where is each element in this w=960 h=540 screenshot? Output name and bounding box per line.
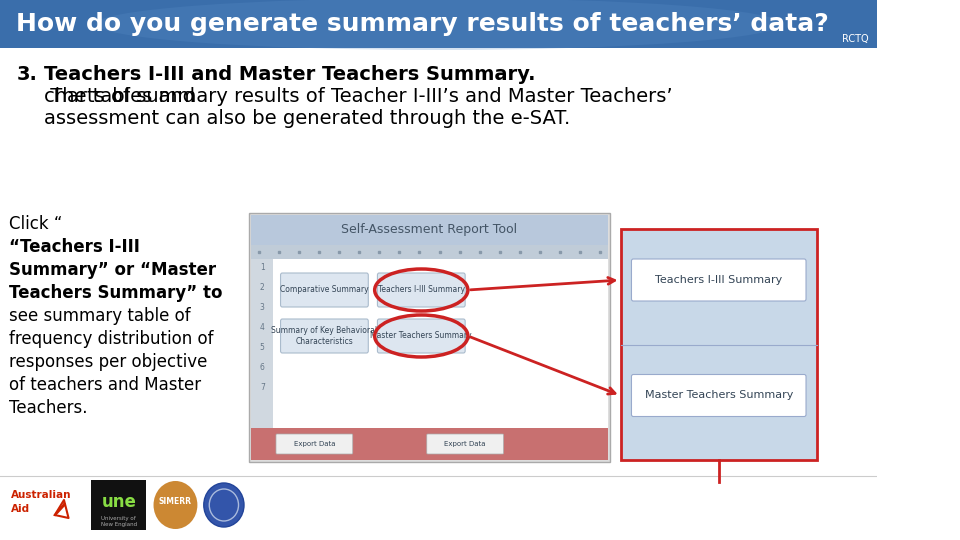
Text: 3.: 3. xyxy=(16,65,37,84)
FancyArrowPatch shape xyxy=(57,504,64,513)
Text: 4: 4 xyxy=(260,322,265,332)
Text: Teachers I-III Summary: Teachers I-III Summary xyxy=(378,286,465,294)
FancyBboxPatch shape xyxy=(276,434,352,454)
FancyArrowPatch shape xyxy=(470,278,614,290)
Text: frequency distribution of: frequency distribution of xyxy=(10,330,214,348)
Circle shape xyxy=(154,481,198,529)
FancyBboxPatch shape xyxy=(620,229,817,460)
FancyBboxPatch shape xyxy=(91,480,146,530)
Text: “Teachers I-III: “Teachers I-III xyxy=(10,238,140,256)
Text: responses per objective: responses per objective xyxy=(10,353,207,371)
Text: 7: 7 xyxy=(260,382,265,392)
Text: une: une xyxy=(102,493,136,511)
Text: 6: 6 xyxy=(260,362,265,372)
FancyBboxPatch shape xyxy=(252,428,608,460)
Text: of teachers and Master: of teachers and Master xyxy=(10,376,202,394)
Text: 2: 2 xyxy=(260,282,265,292)
Text: Aid: Aid xyxy=(11,504,30,514)
FancyBboxPatch shape xyxy=(377,319,466,353)
Text: 5: 5 xyxy=(260,342,265,352)
FancyBboxPatch shape xyxy=(252,259,274,428)
Text: 1: 1 xyxy=(260,262,265,272)
Text: Teachers.: Teachers. xyxy=(10,399,87,417)
Text: Self-Assessment Report Tool: Self-Assessment Report Tool xyxy=(342,224,517,237)
Text: charts of summary results of Teacher I-III’s and Master Teachers’: charts of summary results of Teacher I-I… xyxy=(44,87,673,106)
FancyArrowPatch shape xyxy=(470,337,615,394)
Text: see summary table of: see summary table of xyxy=(10,307,191,325)
FancyBboxPatch shape xyxy=(0,0,877,48)
FancyBboxPatch shape xyxy=(427,434,504,454)
Circle shape xyxy=(204,483,244,527)
Text: Teachers I-III Summary: Teachers I-III Summary xyxy=(655,275,782,285)
FancyBboxPatch shape xyxy=(0,48,877,540)
Ellipse shape xyxy=(96,0,781,50)
Text: University of: University of xyxy=(102,516,136,521)
Text: Master Teachers Summary: Master Teachers Summary xyxy=(371,332,472,341)
FancyBboxPatch shape xyxy=(252,245,608,259)
FancyBboxPatch shape xyxy=(632,259,806,301)
Text: The tables and: The tables and xyxy=(44,87,195,106)
Text: Summary of Key Behavioral
Characteristics: Summary of Key Behavioral Characteristic… xyxy=(272,326,377,346)
FancyBboxPatch shape xyxy=(632,375,806,416)
Text: Teachers I-III and Master Teachers Summary.: Teachers I-III and Master Teachers Summa… xyxy=(44,65,536,84)
Text: 3: 3 xyxy=(260,302,265,312)
FancyBboxPatch shape xyxy=(274,259,608,428)
Text: How do you generate summary results of teachers’ data?: How do you generate summary results of t… xyxy=(16,12,829,36)
FancyBboxPatch shape xyxy=(252,215,608,460)
FancyBboxPatch shape xyxy=(252,215,608,245)
Text: Australian: Australian xyxy=(11,490,71,500)
FancyBboxPatch shape xyxy=(377,273,466,307)
Text: assessment can also be generated through the e-SAT.: assessment can also be generated through… xyxy=(44,109,570,128)
FancyBboxPatch shape xyxy=(280,273,369,307)
Text: Comparative Summary: Comparative Summary xyxy=(280,286,369,294)
FancyBboxPatch shape xyxy=(8,480,87,530)
Text: Teachers Summary” to: Teachers Summary” to xyxy=(10,284,223,302)
FancyBboxPatch shape xyxy=(250,213,610,462)
FancyBboxPatch shape xyxy=(280,319,369,353)
Text: Export Data: Export Data xyxy=(444,441,486,447)
Text: Master Teachers Summary: Master Teachers Summary xyxy=(644,390,793,401)
Text: RCTQ: RCTQ xyxy=(842,34,868,44)
Text: SIMERR: SIMERR xyxy=(159,497,192,507)
Text: Summary” or “Master: Summary” or “Master xyxy=(10,261,216,279)
Text: Click “: Click “ xyxy=(10,215,62,233)
Text: Export Data: Export Data xyxy=(294,441,335,447)
Text: New England: New England xyxy=(101,522,137,527)
